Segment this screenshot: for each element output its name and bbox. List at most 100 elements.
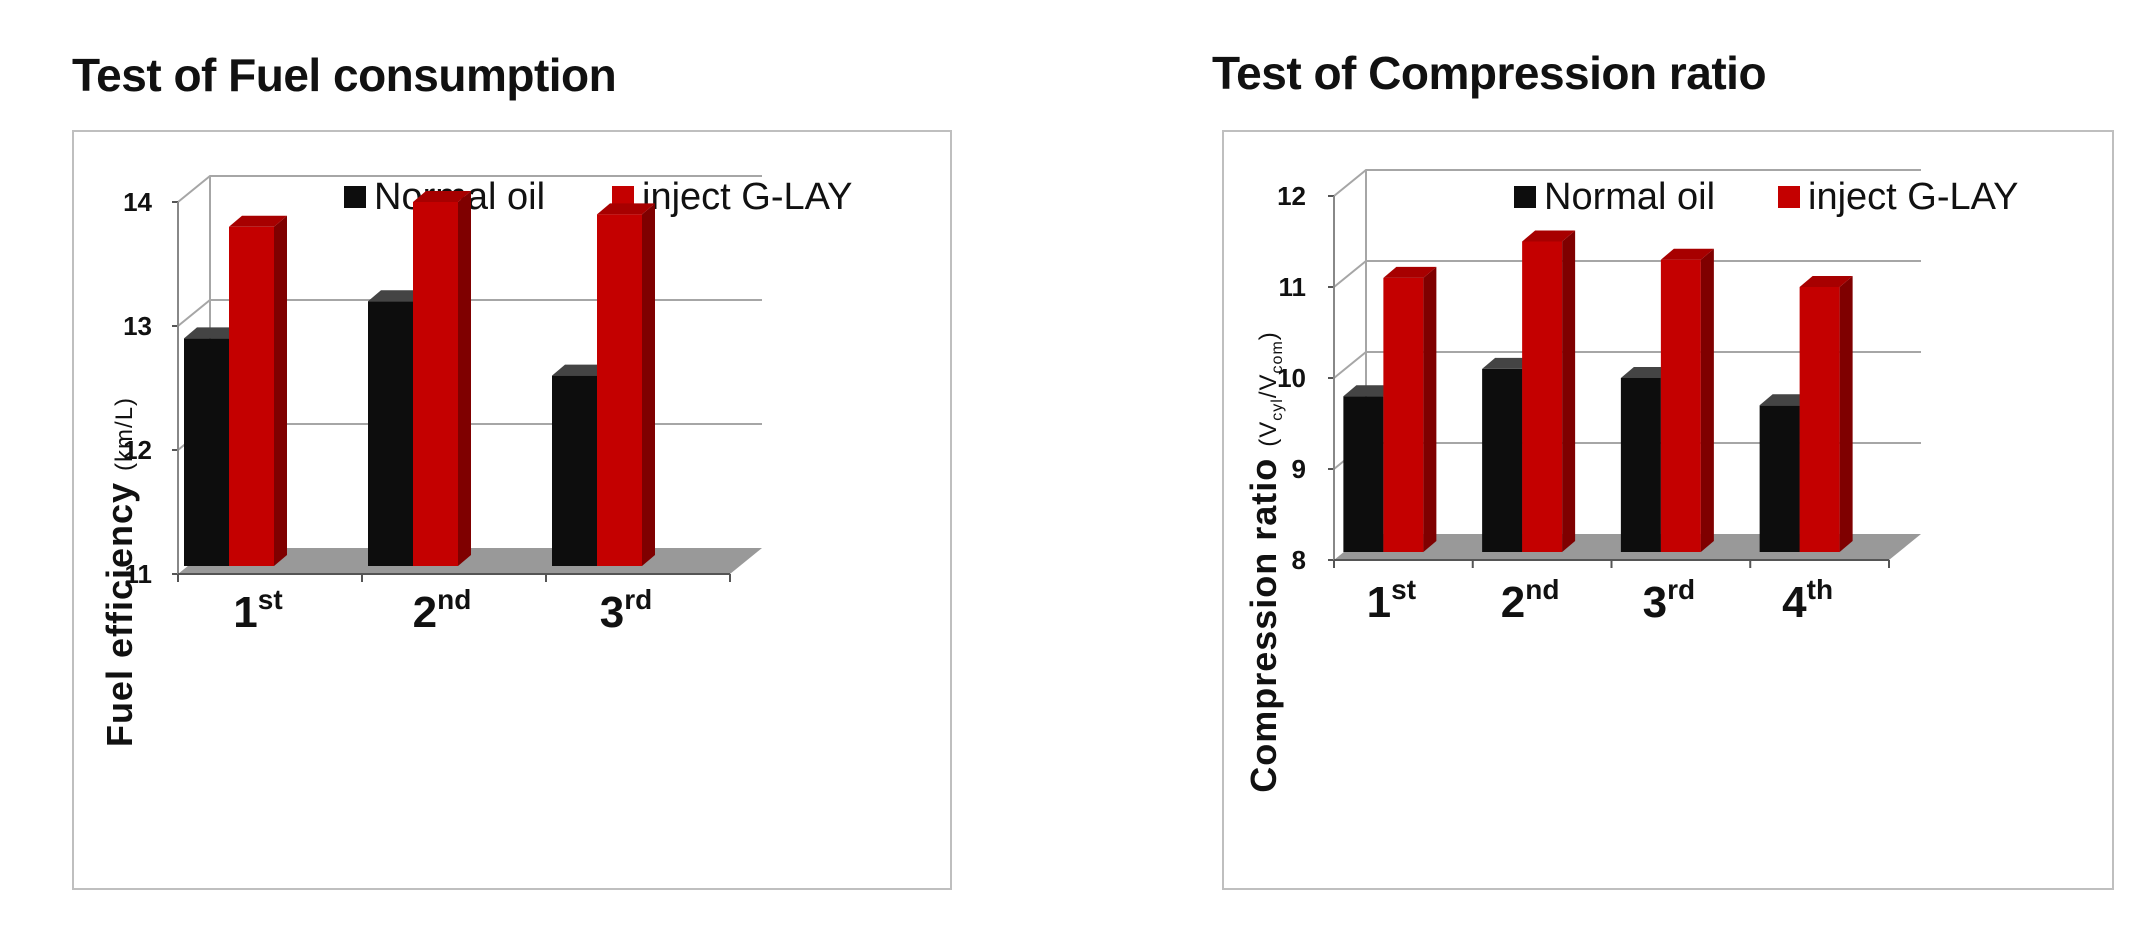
bars (1343, 230, 1853, 552)
legend-swatch-normal-oil (344, 186, 366, 208)
category-suffix: nd (437, 584, 471, 615)
category-number: 4 (1782, 578, 1807, 627)
y-tick-label: 11 (1279, 272, 1307, 302)
y-axis-label: Compression ratio (Vcyl/Vcom) (1243, 331, 1286, 793)
category-suffix: st (1391, 574, 1416, 605)
bar-side (642, 203, 655, 566)
legend: Normal oil inject G-LAY (1514, 176, 2018, 218)
bar-front (552, 375, 597, 566)
category-number: 2 (1501, 578, 1525, 627)
bar-front (1620, 378, 1661, 552)
chart-compression-ratio: Normal oil inject G-LAY Compression rati… (1222, 130, 2114, 890)
category-number: 3 (1643, 578, 1667, 627)
category-suffix: th (1807, 574, 1833, 605)
bar-top (368, 290, 426, 302)
category-number: 2 (413, 588, 437, 637)
bar-top (597, 203, 655, 215)
bar-front (1799, 287, 1840, 552)
legend-swatch-inject-g-lay (1778, 186, 1800, 208)
bar-inject-g-lay-1 (1383, 266, 1437, 552)
bar-side (1562, 230, 1576, 552)
x-category-label-4: 4th (1782, 574, 1833, 627)
legend-label-inject-g-lay: inject G-LAY (642, 176, 852, 218)
y-axis-unit-open: (V (1255, 421, 1282, 447)
y-tick-label: 14 (123, 187, 152, 217)
bar-top (1799, 276, 1853, 287)
y-axis-unit: (km/L) (111, 397, 138, 471)
bar-top (1759, 394, 1813, 406)
bar-front (368, 301, 413, 566)
y-tick-label: 13 (123, 311, 152, 341)
legend-swatch-inject-g-lay (612, 186, 634, 208)
bars (184, 191, 655, 567)
category-number: 3 (600, 588, 624, 637)
bar-side (458, 191, 471, 566)
y-axis-unit-close: ) (1255, 331, 1282, 340)
x-category-label-2: 2nd (413, 584, 472, 637)
bar-front (229, 226, 274, 567)
y-axis-unit-sub-cyl: cyl (1269, 398, 1286, 421)
bar-inject-g-lay-3 (1660, 248, 1714, 552)
bar-top (1660, 248, 1714, 260)
bar-inject-g-lay-3 (597, 203, 655, 566)
bar-inject-g-lay-2 (413, 191, 471, 566)
bar-side (1423, 266, 1437, 552)
category-suffix: nd (1525, 574, 1559, 605)
bar-front (1759, 405, 1800, 552)
bar-side (1700, 248, 1714, 552)
chart-plot-compression-ratio: Normal oil inject G-LAY Compression rati… (1243, 169, 2018, 793)
category-suffix: st (258, 584, 283, 615)
bar-front (597, 214, 642, 566)
y-tick-label: 12 (1277, 181, 1306, 211)
bar-front (1383, 277, 1424, 552)
bar-side (1839, 276, 1853, 552)
category-number: 1 (1367, 578, 1391, 627)
bar-top (1620, 367, 1674, 378)
bar-top (229, 215, 287, 227)
bar-inject-g-lay-1 (229, 215, 287, 567)
chart-plot-fuel-consumption: Normal oil inject G-LAY Fuel efficiency … (99, 175, 852, 747)
x-category-label-3: 3rd (1643, 574, 1695, 627)
y-tick-label: 11 (125, 559, 153, 589)
bar-front (1522, 241, 1563, 552)
bar-inject-g-lay-4 (1799, 276, 1853, 552)
bar-front (184, 338, 229, 566)
x-category-label-3: 3rd (600, 584, 652, 637)
bar-top (552, 364, 610, 376)
y-axis-unit-sub-com: com (1269, 340, 1286, 373)
category-suffix: rd (1667, 574, 1695, 605)
bar-front (1482, 368, 1523, 552)
bar-top (1343, 385, 1397, 397)
y-axis-label-text: Fuel efficiency (99, 482, 140, 747)
bar-side (274, 215, 287, 567)
bar-top (1522, 230, 1576, 242)
y-axis-unit-mid: /V (1255, 373, 1282, 398)
y-tick-label: 12 (123, 435, 152, 465)
y-tick-label: 8 (1292, 545, 1306, 575)
category-number: 1 (233, 588, 257, 637)
legend-swatch-normal-oil (1514, 186, 1536, 208)
legend-label-inject-g-lay: inject G-LAY (1808, 176, 2018, 218)
y-axis-unit: (Vcyl/Vcom) (1255, 331, 1286, 446)
bar-front (413, 202, 458, 566)
legend-label-normal-oil: Normal oil (1544, 176, 1715, 218)
bar-top (1482, 357, 1536, 369)
chart-title-fuel-consumption: Test of Fuel consumption (72, 49, 617, 101)
category-suffix: rd (624, 584, 652, 615)
x-category-label-1: 1st (1367, 574, 1416, 627)
chart-fuel-consumption: Normal oil inject G-LAY Fuel efficiency … (72, 130, 952, 890)
x-category-label-2: 2nd (1501, 574, 1560, 627)
bar-top (413, 191, 471, 202)
y-tick-label: 10 (1277, 363, 1306, 393)
bar-inject-g-lay-2 (1522, 230, 1576, 552)
bar-top (184, 327, 242, 339)
bar-front (1343, 396, 1384, 552)
y-axis-label-text: Compression ratio (1243, 458, 1284, 793)
y-axis-label: Fuel efficiency (km/L) (99, 397, 140, 747)
bar-top (1383, 266, 1437, 278)
x-category-label-1: 1st (233, 584, 282, 637)
bar-front (1660, 259, 1701, 552)
y-tick-label: 9 (1292, 454, 1306, 484)
